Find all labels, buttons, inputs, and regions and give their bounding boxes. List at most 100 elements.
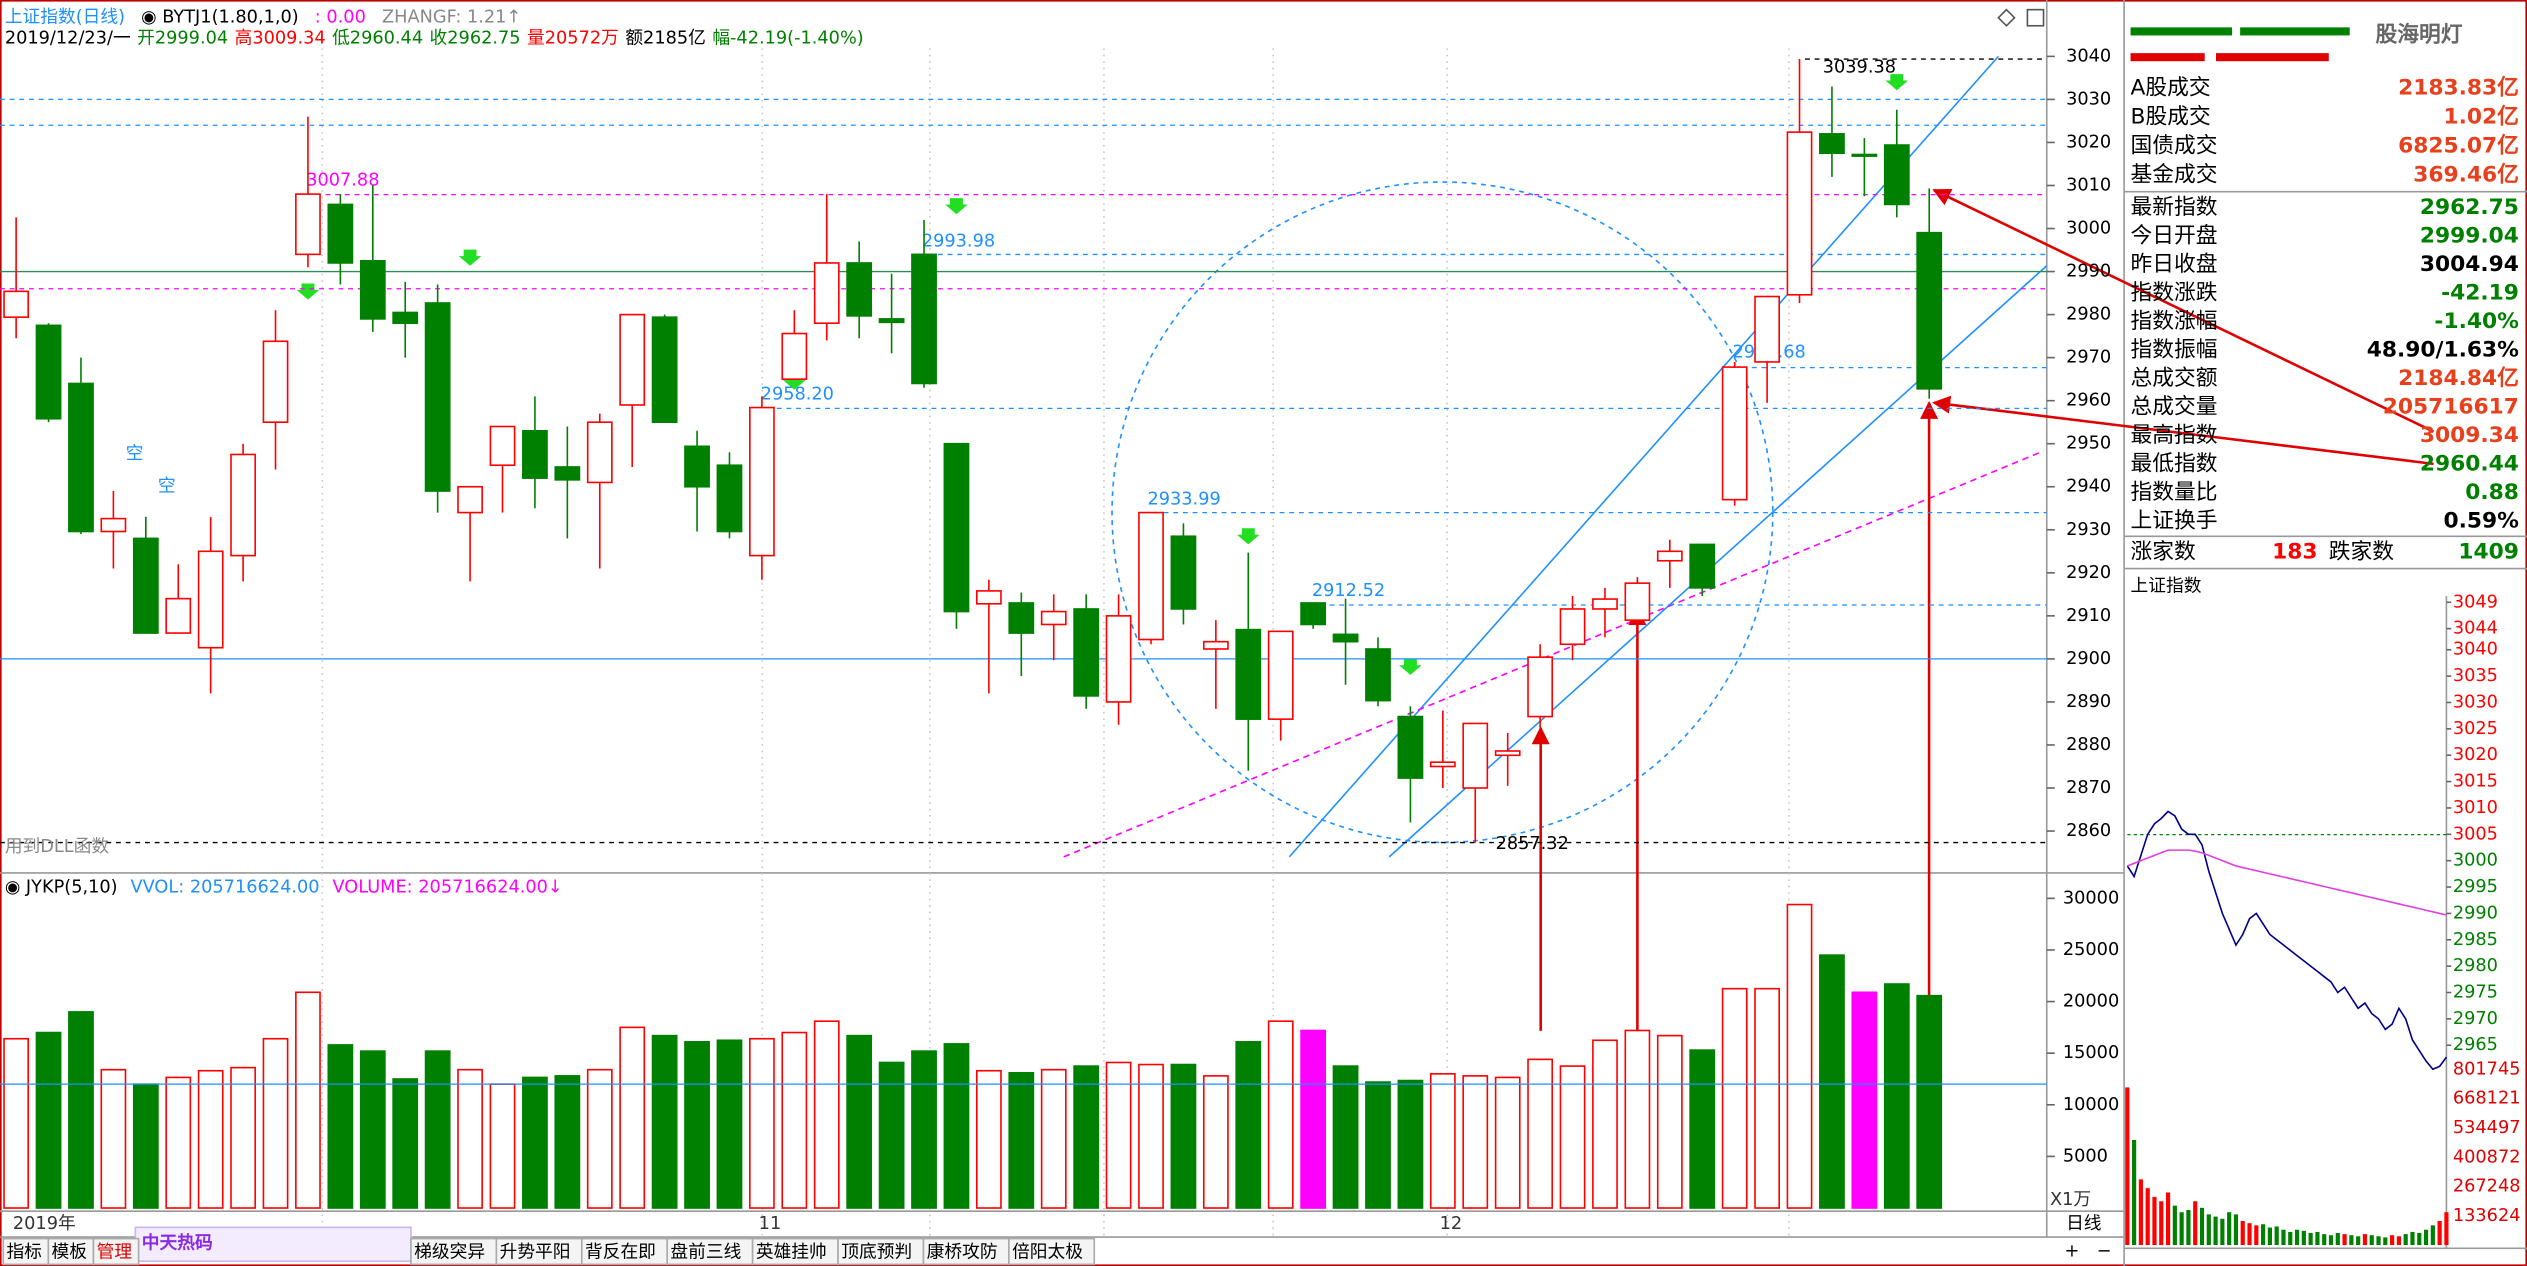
candle-body	[1689, 543, 1716, 589]
y-tick-label: 534497	[2453, 1118, 2521, 1138]
overlay-box[interactable]	[134, 1226, 412, 1262]
volume-bar	[586, 1068, 613, 1209]
candle-body	[327, 203, 354, 264]
candle-body	[1008, 602, 1035, 634]
y-tick-label: 2900	[2066, 649, 2111, 669]
volume-bar	[457, 1068, 483, 1209]
header-item: : 0.00	[315, 8, 366, 28]
icon[interactable]	[1997, 8, 2016, 27]
candle-body	[684, 445, 710, 488]
volume-bar	[1624, 1029, 1651, 1209]
quote-item: 2019/12/23/一	[5, 29, 131, 49]
candle-body	[1332, 633, 1359, 643]
mini-volume-bar	[2247, 1223, 2252, 1246]
candle-body	[911, 253, 937, 385]
info-value: 205716617	[2383, 394, 2519, 419]
tab-label: 模板	[52, 1241, 88, 1262]
mini-volume-bar	[2444, 1212, 2449, 1246]
volume-bar	[489, 1083, 516, 1209]
volume-bar	[1559, 1065, 1586, 1209]
y-tick-label: 3000	[2453, 851, 2498, 871]
y-tick-label: 30000	[2063, 888, 2119, 908]
tab-label: 倍阳太极	[1012, 1241, 1083, 1262]
y-tick-label: 2990	[2453, 903, 2498, 923]
info-label: 指数涨幅	[2131, 309, 2218, 334]
info-value: 369.46亿	[2413, 163, 2519, 188]
y-tick-label: 2980	[2066, 305, 2111, 325]
volume-bar	[619, 1026, 646, 1209]
y-tick-label: 3035	[2453, 666, 2498, 686]
tab-label: 盘前三线	[670, 1241, 741, 1262]
info-label: 最高指数	[2131, 423, 2218, 448]
volume-header-item: VOLUME: 205716624.00↓	[332, 877, 562, 897]
tab[interactable]	[92, 1237, 140, 1266]
candle-body	[1559, 608, 1586, 646]
info-label: 国债成交	[2131, 134, 2218, 159]
info-label: 总成交额	[2131, 366, 2218, 391]
y-tick-label: 2940	[2066, 477, 2111, 497]
mini-volume-bar	[2369, 1235, 2374, 1246]
signal-arrow	[945, 198, 968, 215]
mini-line	[2126, 810, 2448, 1071]
volume-bar	[392, 1078, 419, 1209]
volume-bar	[1494, 1076, 1521, 1209]
mini-volume-bar	[2430, 1225, 2435, 1246]
candle-body	[1397, 715, 1424, 779]
arrow-tool	[1932, 188, 2435, 433]
mini-volume-bar	[2159, 1201, 2164, 1246]
volume-bar	[197, 1069, 224, 1209]
button[interactable]: +	[2064, 1242, 2079, 1262]
y-tick-label: 2860	[2066, 821, 2111, 841]
candle-body	[1170, 535, 1197, 610]
mini-volume-bar	[2423, 1229, 2429, 1246]
info-value: 3004.94	[2420, 252, 2519, 277]
candle-body	[586, 421, 613, 484]
tab[interactable]	[580, 1237, 669, 1266]
volume-bar	[1365, 1081, 1391, 1209]
candle-body	[35, 324, 62, 420]
info-value: 0.59%	[2443, 508, 2519, 533]
candle-body	[68, 382, 94, 533]
candle-body	[619, 313, 646, 406]
ratio-bar	[2215, 53, 2329, 62]
candle-body	[3, 290, 30, 318]
annotation-label: 2857.32	[1496, 834, 1569, 854]
candle-body	[1267, 630, 1294, 720]
info-label: 指数量比	[2131, 480, 2218, 505]
volume-bar	[165, 1076, 192, 1209]
tab[interactable]	[922, 1237, 1010, 1266]
tab-label: 指标	[6, 1241, 41, 1262]
y-tick-label: 3010	[2066, 175, 2111, 195]
y-tick-label: 3005	[2453, 824, 2498, 844]
signal-arrow	[458, 249, 482, 266]
x-tick-label: 2019年	[13, 1213, 76, 1234]
breadth-label: 涨家数	[2131, 539, 2197, 564]
volume-bar	[1073, 1065, 1100, 1209]
mini-volume-bar	[2362, 1234, 2368, 1246]
mini-volume-bar	[2152, 1196, 2157, 1246]
y-tick-label: 2880	[2066, 735, 2111, 755]
mini-volume-bar	[2186, 1210, 2191, 1246]
header: 上证指数(日线) ◉ BYTJ1(1.80,1,0): 0.00 ZHANGF: 1…	[5, 7, 521, 28]
icon[interactable]	[2026, 8, 2045, 27]
mini-volume-bar	[2138, 1179, 2143, 1246]
tab[interactable]	[1008, 1237, 1096, 1266]
volume-bar	[1040, 1068, 1067, 1209]
tab[interactable]	[751, 1237, 839, 1266]
info-label: B股成交	[2131, 105, 2211, 130]
quote-item: 量20572万	[527, 28, 619, 49]
mini-volume-bar	[2376, 1236, 2381, 1246]
mini-volume-bar	[2437, 1220, 2442, 1246]
annotation-label: 2993.98	[922, 232, 995, 252]
info-label: 总成交量	[2131, 394, 2218, 419]
y-tick-label: 2960	[2066, 391, 2111, 411]
tab[interactable]	[666, 1237, 754, 1266]
button[interactable]: −	[2097, 1242, 2112, 1262]
mini-volume-bar	[2227, 1212, 2232, 1246]
candle-body	[1786, 131, 1813, 296]
info-value: 3009.34	[2420, 423, 2519, 448]
mini-volume-bar	[2356, 1236, 2361, 1246]
y-tick-label: 2870	[2066, 778, 2111, 798]
mini-volume-bar	[2220, 1218, 2225, 1246]
